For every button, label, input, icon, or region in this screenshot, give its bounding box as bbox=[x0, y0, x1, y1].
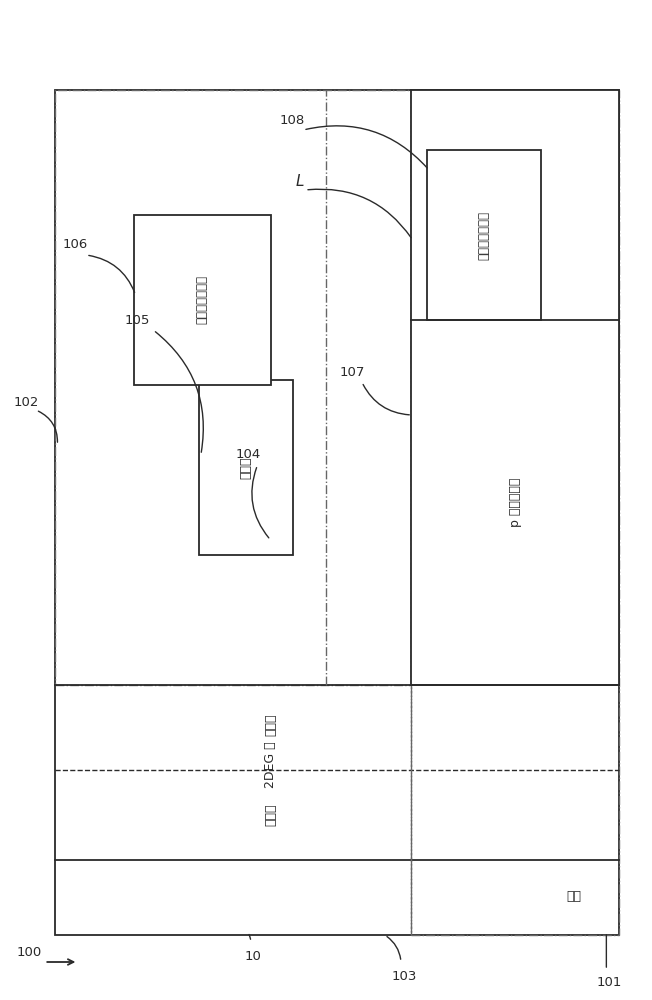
Text: 106: 106 bbox=[63, 238, 87, 251]
Text: p 型半导体层: p 型半导体层 bbox=[509, 478, 522, 527]
Text: 103: 103 bbox=[392, 970, 417, 983]
Text: 10: 10 bbox=[244, 950, 261, 963]
Text: 108: 108 bbox=[280, 113, 304, 126]
Bar bbox=[55, 90, 411, 685]
Text: 源极欧姆接触层: 源极欧姆接触层 bbox=[196, 275, 209, 324]
Bar bbox=[134, 215, 271, 385]
Bar bbox=[411, 90, 619, 685]
Text: 2DEG 层: 2DEG 层 bbox=[264, 742, 277, 788]
Text: 阻障层: 阻障层 bbox=[264, 714, 277, 736]
Text: 101: 101 bbox=[597, 976, 622, 989]
Text: L: L bbox=[295, 174, 304, 190]
Text: 基板: 基板 bbox=[566, 890, 582, 904]
Text: 栅极层: 栅极层 bbox=[240, 456, 252, 479]
Bar bbox=[427, 150, 541, 320]
Text: 107: 107 bbox=[340, 365, 364, 378]
Text: 105: 105 bbox=[125, 314, 149, 326]
Text: 104: 104 bbox=[235, 448, 260, 462]
Bar bbox=[55, 90, 619, 935]
Text: 漏极欧姆接触层: 漏极欧姆接触层 bbox=[478, 211, 490, 259]
Text: 100: 100 bbox=[17, 946, 42, 958]
Bar bbox=[411, 90, 619, 935]
Text: 102: 102 bbox=[14, 395, 38, 408]
Text: 缓冲层: 缓冲层 bbox=[264, 804, 277, 826]
Bar bbox=[199, 380, 293, 555]
